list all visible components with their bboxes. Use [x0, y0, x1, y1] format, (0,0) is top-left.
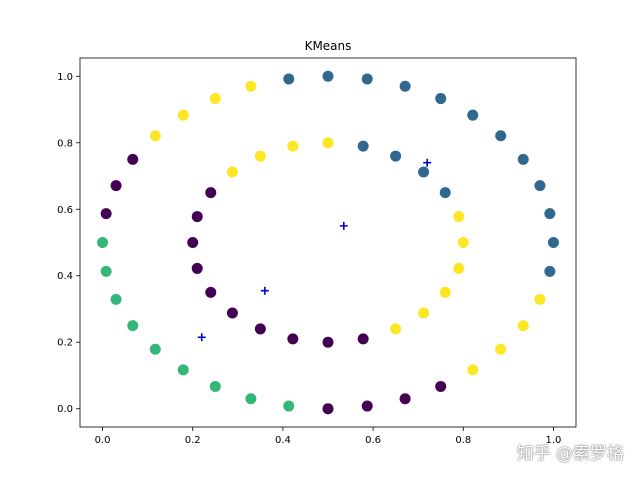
point-cluster-3: [245, 80, 257, 92]
point-cluster-1: [390, 150, 402, 162]
point-cluster-3: [390, 323, 402, 335]
point-cluster-3: [457, 237, 469, 248]
point-cluster-1: [418, 166, 430, 178]
point-cluster-0: [254, 323, 266, 335]
x-tick-label: 0.0: [95, 435, 111, 446]
point-cluster-3: [418, 307, 430, 319]
point-cluster-1: [439, 187, 451, 199]
point-cluster-2: [127, 320, 139, 332]
point-cluster-0: [435, 380, 447, 392]
point-cluster-1: [322, 70, 334, 82]
point-cluster-2: [283, 400, 295, 412]
y-tick-label: 0.0: [57, 404, 73, 415]
point-cluster-3: [322, 137, 334, 149]
point-cluster-1: [495, 130, 507, 142]
point-cluster-3: [495, 343, 507, 355]
point-cluster-0: [191, 262, 203, 274]
chart-title: KMeans: [305, 39, 352, 53]
point-cluster-3: [467, 364, 479, 376]
point-cluster-3: [209, 93, 221, 105]
point-cluster-0: [361, 400, 373, 412]
point-cluster-0: [187, 237, 199, 248]
y-tick-label: 0.6: [57, 205, 73, 216]
point-cluster-0: [205, 286, 217, 298]
point-cluster-0: [322, 336, 334, 348]
y-tick-label: 0.4: [57, 271, 73, 282]
point-cluster-3: [453, 262, 465, 274]
point-cluster-2: [245, 393, 257, 405]
point-cluster-1: [534, 180, 546, 192]
y-tick-label: 1.0: [57, 72, 73, 83]
x-tick-label: 1.0: [546, 435, 562, 446]
point-cluster-2: [100, 265, 112, 277]
centroid-marker: [197, 333, 206, 342]
point-cluster-0: [205, 187, 217, 199]
x-tick-label: 0.2: [185, 435, 201, 446]
point-cluster-3: [177, 109, 189, 121]
point-cluster-1: [435, 93, 447, 105]
y-tick-label: 0.2: [57, 338, 73, 349]
point-cluster-3: [453, 211, 465, 223]
point-cluster-3: [517, 320, 529, 332]
point-cluster-1: [283, 73, 295, 85]
y-axis: 0.0 0.2 0.4 0.6 0.8 1.0: [57, 72, 80, 415]
point-cluster-1: [467, 109, 479, 121]
point-cluster-3: [254, 150, 266, 162]
point-cluster-1: [361, 73, 373, 85]
point-cluster-0: [357, 333, 369, 345]
x-tick-label: 0.6: [365, 435, 381, 446]
point-cluster-1: [399, 80, 411, 92]
watermark: 知乎 @索罗格: [516, 444, 624, 464]
point-cluster-1: [517, 153, 529, 165]
centroid-marker: [260, 286, 269, 295]
point-cluster-2: [149, 343, 161, 355]
centroid-marker: [339, 221, 348, 230]
point-cluster-0: [127, 153, 139, 165]
point-cluster-1: [357, 140, 369, 152]
point-cluster-0: [191, 211, 203, 223]
point-cluster-3: [534, 293, 546, 305]
point-cluster-1: [544, 208, 556, 220]
centroids-layer: [197, 158, 432, 342]
point-cluster-1: [547, 237, 559, 248]
point-cluster-0: [287, 333, 299, 345]
point-cluster-0: [110, 180, 122, 192]
point-cluster-2: [177, 364, 189, 376]
point-cluster-2: [110, 293, 122, 305]
point-cluster-0: [322, 403, 334, 415]
points-layer: [97, 70, 559, 415]
point-cluster-3: [439, 286, 451, 298]
centroid-marker: [423, 158, 432, 167]
point-cluster-2: [209, 380, 221, 392]
point-cluster-3: [226, 166, 238, 178]
point-cluster-3: [149, 130, 161, 142]
x-tick-label: 0.4: [275, 435, 291, 446]
point-cluster-3: [287, 140, 299, 152]
point-cluster-0: [226, 307, 238, 319]
point-cluster-2: [97, 237, 109, 248]
y-tick-label: 0.8: [57, 138, 73, 149]
plot-frame: [79, 57, 577, 428]
point-cluster-0: [100, 208, 112, 220]
point-cluster-1: [544, 265, 556, 277]
x-axis: 0.0 0.2 0.4 0.6 0.8 1.0: [95, 427, 562, 446]
point-cluster-0: [399, 393, 411, 405]
x-tick-label: 0.8: [455, 435, 471, 446]
